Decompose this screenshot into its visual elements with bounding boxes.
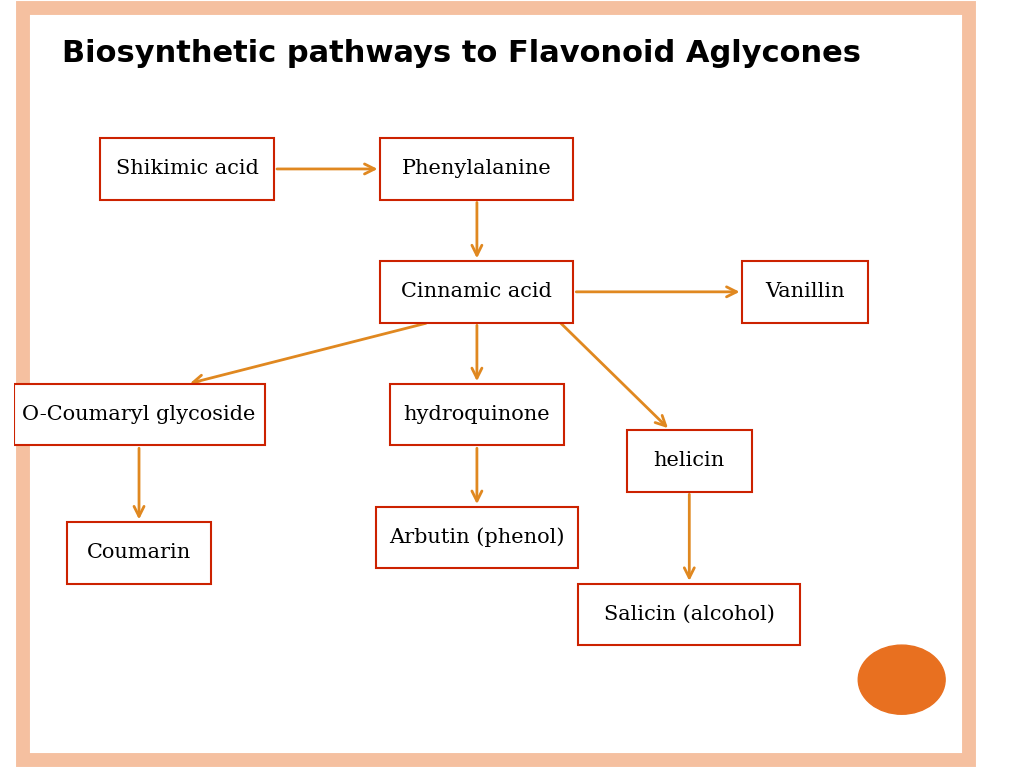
Text: Phenylalanine: Phenylalanine (402, 160, 552, 178)
Text: Coumarin: Coumarin (87, 544, 191, 562)
FancyBboxPatch shape (67, 522, 211, 584)
FancyBboxPatch shape (13, 384, 264, 445)
FancyBboxPatch shape (579, 584, 801, 645)
Text: Arbutin (phenol): Arbutin (phenol) (389, 528, 564, 548)
FancyBboxPatch shape (742, 261, 868, 323)
FancyBboxPatch shape (627, 430, 752, 492)
Text: Cinnamic acid: Cinnamic acid (401, 283, 552, 301)
FancyBboxPatch shape (100, 138, 274, 200)
Text: Biosynthetic pathways to Flavonoid Aglycones: Biosynthetic pathways to Flavonoid Aglyc… (61, 39, 861, 68)
Text: Shikimic acid: Shikimic acid (116, 160, 259, 178)
Text: hydroquinone: hydroquinone (403, 406, 550, 424)
Text: O-Coumaryl glycoside: O-Coumaryl glycoside (23, 406, 256, 424)
FancyBboxPatch shape (376, 507, 579, 568)
Text: helicin: helicin (653, 452, 725, 470)
FancyBboxPatch shape (380, 261, 573, 323)
FancyBboxPatch shape (380, 138, 573, 200)
Text: Salicin (alcohol): Salicin (alcohol) (604, 605, 775, 624)
Circle shape (858, 645, 945, 714)
Text: Vanillin: Vanillin (765, 283, 845, 301)
FancyBboxPatch shape (390, 384, 564, 445)
